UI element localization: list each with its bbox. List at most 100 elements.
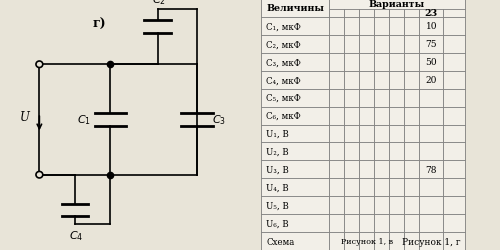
Bar	[390, 18, 404, 36]
Bar	[261, 18, 329, 36]
Bar	[390, 232, 404, 250]
Bar	[344, 214, 359, 232]
Text: $C_3$: $C_3$	[212, 113, 226, 127]
Bar	[420, 72, 444, 89]
Text: 50: 50	[426, 58, 437, 67]
Bar	[329, 232, 344, 250]
Bar	[444, 0, 465, 18]
Bar	[374, 178, 390, 196]
Bar	[404, 89, 419, 107]
Bar	[359, 36, 374, 54]
Bar	[261, 107, 329, 125]
Bar	[261, 161, 329, 178]
Bar	[261, 232, 329, 250]
Bar	[374, 143, 390, 161]
Bar	[420, 36, 444, 54]
Bar	[444, 107, 465, 125]
Bar	[329, 0, 344, 18]
Bar	[374, 72, 390, 89]
Text: C₅, мкФ: C₅, мкФ	[266, 94, 302, 103]
Bar	[261, 214, 329, 232]
Bar	[390, 0, 404, 18]
Bar	[344, 72, 359, 89]
Bar	[329, 178, 344, 196]
Bar	[329, 10, 344, 18]
Bar	[329, 125, 344, 143]
Bar	[359, 54, 374, 72]
Bar	[444, 232, 465, 250]
Bar	[344, 18, 359, 36]
Text: U₂, В: U₂, В	[266, 147, 289, 156]
Bar	[444, 214, 465, 232]
Bar	[444, 161, 465, 178]
Bar	[344, 125, 359, 143]
Bar	[374, 18, 390, 36]
Text: $C_1$: $C_1$	[77, 113, 91, 127]
Bar	[390, 72, 404, 89]
Bar	[344, 36, 359, 54]
Bar	[404, 196, 419, 214]
Text: Варианты: Варианты	[369, 0, 425, 10]
Bar	[359, 178, 374, 196]
Bar	[359, 72, 374, 89]
Bar	[374, 54, 390, 72]
Bar	[444, 178, 465, 196]
Bar	[390, 54, 404, 72]
Bar	[329, 54, 344, 72]
Bar	[374, 107, 390, 125]
Bar	[444, 125, 465, 143]
Bar	[261, 178, 329, 196]
Bar	[359, 161, 374, 178]
Text: $C_2$: $C_2$	[152, 0, 166, 7]
Bar	[390, 72, 404, 89]
Bar	[420, 178, 444, 196]
Bar	[444, 196, 465, 214]
Bar	[404, 232, 419, 250]
Bar	[444, 36, 465, 54]
Bar	[329, 0, 465, 10]
Bar	[404, 232, 419, 250]
Bar	[261, 0, 329, 18]
Bar	[404, 72, 419, 89]
Bar	[444, 54, 465, 72]
Bar	[374, 107, 390, 125]
Bar	[359, 143, 374, 161]
Bar	[390, 54, 404, 72]
Bar	[329, 18, 344, 36]
Bar	[420, 36, 444, 54]
Bar	[374, 161, 390, 178]
Bar	[420, 214, 444, 232]
Bar	[359, 18, 374, 36]
Bar	[390, 214, 404, 232]
Bar	[359, 0, 374, 18]
Bar	[261, 214, 329, 232]
Bar	[261, 143, 329, 161]
Bar	[444, 161, 465, 178]
Bar	[374, 89, 390, 107]
Bar	[344, 214, 359, 232]
Bar	[329, 214, 344, 232]
Text: $C_4$: $C_4$	[69, 228, 84, 242]
Bar	[420, 143, 444, 161]
Bar	[390, 89, 404, 107]
Bar	[374, 196, 390, 214]
Bar	[374, 0, 390, 18]
Bar	[359, 54, 374, 72]
Bar	[390, 125, 404, 143]
Bar	[404, 178, 419, 196]
Bar	[344, 232, 359, 250]
Bar	[420, 0, 444, 18]
Bar	[420, 125, 444, 143]
Bar	[261, 54, 329, 72]
Bar	[420, 18, 444, 36]
Bar	[261, 72, 329, 89]
Bar	[261, 36, 329, 54]
Bar	[359, 232, 374, 250]
Text: 75: 75	[426, 40, 437, 49]
Bar	[374, 36, 390, 54]
Bar	[404, 161, 419, 178]
Bar	[404, 89, 419, 107]
Bar	[444, 143, 465, 161]
Bar	[444, 143, 465, 161]
Bar	[420, 161, 444, 178]
